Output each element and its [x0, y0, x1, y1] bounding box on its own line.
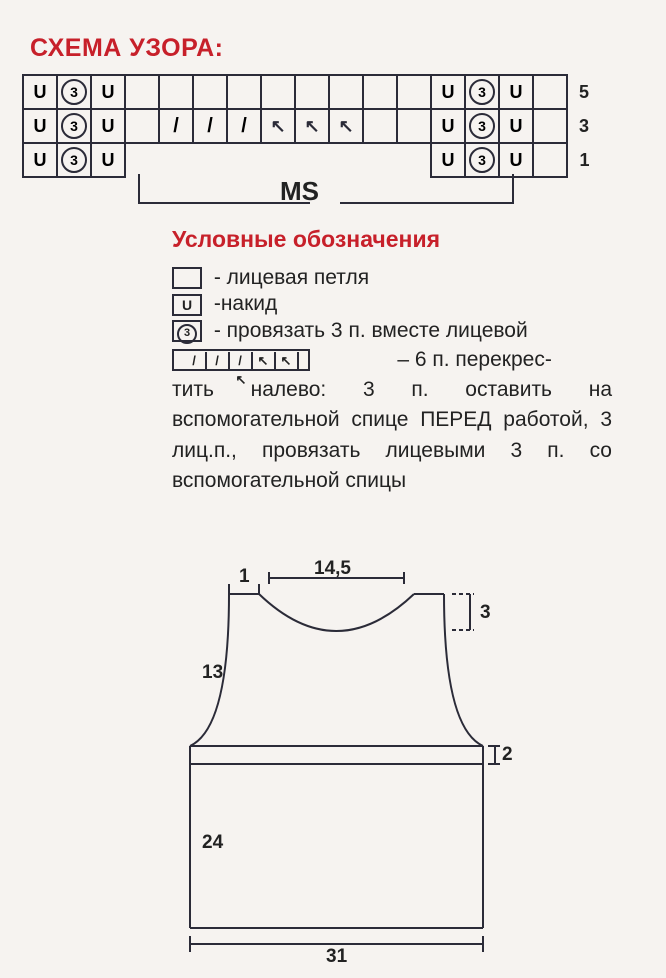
row-label: 5 — [567, 75, 601, 109]
legend-text: – 6 п. перекрес- — [322, 349, 552, 371]
symbol-yo-icon: U — [172, 294, 202, 316]
legend-text: - провязать 3 п. вместе лицевой — [214, 319, 528, 342]
symbol-cable-icon: ///↖↖↖ — [172, 349, 310, 371]
dim-armhole-band: 2 — [502, 744, 513, 765]
row-label: 3 — [567, 109, 601, 143]
legend-item-k3tog: 3 - провязать 3 п. вместе лицевой — [172, 320, 612, 342]
dim-neck-drop: 3 — [480, 602, 491, 623]
dim-shoulder: 1 — [239, 566, 250, 587]
legend-text: - лицевая петля — [214, 266, 369, 289]
legend-text: -накид — [214, 292, 277, 315]
garment-schematic: 1 14,5 3 13 2 24 31 — [174, 558, 504, 958]
dim-armhole-height: 13 — [202, 662, 223, 683]
knitting-chart: U 3 U U 3 U 5 U 3 U / / / ↖ ↖ ↖ U 3 U 3 … — [22, 74, 602, 178]
pattern-chart-title: СХЕМА УЗОРА: — [30, 34, 223, 63]
row-label: 1 — [567, 143, 601, 177]
legend-cable-description: тить налево: 3 п. оставить на вспомогате… — [172, 375, 612, 497]
symbol-empty-icon — [172, 267, 202, 289]
repeat-label: MS — [280, 176, 319, 207]
repeat-bracket — [138, 174, 514, 204]
legend-title: Условные обозначения — [172, 226, 612, 253]
dim-body-height: 24 — [202, 832, 224, 853]
symbol-k3tog-icon: 3 — [172, 320, 202, 342]
legend-item-knit: - лицевая петля — [172, 267, 612, 289]
legend-item-cable: ///↖↖↖ – 6 п. перекрес- — [172, 348, 612, 370]
dim-bottom-width: 31 — [326, 946, 348, 967]
dim-neck-width: 14,5 — [314, 558, 351, 579]
legend: Условные обозначения - лицевая петля U -… — [172, 226, 612, 497]
legend-item-yo: U -накид — [172, 293, 612, 315]
